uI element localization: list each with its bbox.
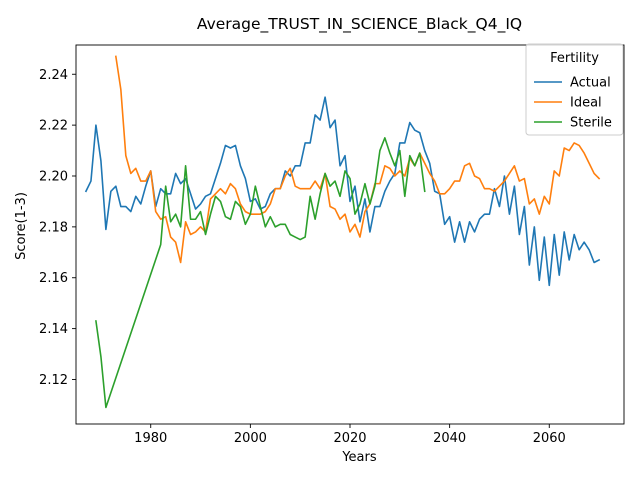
- series-line-actual: [84, 96, 601, 287]
- x-tick-label: 2020: [333, 431, 366, 446]
- series-line-ideal: [114, 55, 601, 264]
- y-tick-label: 2.24: [39, 68, 68, 83]
- chart-title: Average_TRUST_IN_SCIENCE_Black_Q4_IQ: [197, 15, 522, 34]
- legend-box: [525, 43, 624, 136]
- y-axis-label: Score(1-3): [14, 192, 29, 260]
- y-tick-label: 2.12: [39, 373, 68, 388]
- x-axis-ticks: 1980 2000 2020 2040 2060: [134, 424, 566, 446]
- y-tick-label: 2.18: [39, 220, 68, 235]
- legend: Fertility Actual Ideal Sterile: [525, 43, 624, 136]
- x-axis-label: Years: [341, 450, 377, 465]
- series-line-sterile: [95, 137, 426, 409]
- legend-label-sterile: Sterile: [570, 116, 612, 131]
- legend-label-ideal: Ideal: [570, 96, 602, 111]
- x-tick-label: 2060: [533, 431, 566, 446]
- y-tick-label: 2.20: [39, 169, 68, 184]
- y-tick-label: 2.22: [39, 119, 68, 134]
- x-tick-label: 1980: [134, 431, 167, 446]
- y-axis-ticks: 2.12 2.14 2.16 2.18 2.20 2.22 2.24: [39, 68, 76, 388]
- legend-label-actual: Actual: [570, 76, 611, 91]
- legend-title: Fertility: [550, 51, 599, 66]
- y-tick-label: 2.16: [39, 271, 68, 286]
- x-tick-label: 2040: [433, 431, 466, 446]
- x-tick-label: 2000: [234, 431, 267, 446]
- y-tick-label: 2.14: [39, 322, 68, 337]
